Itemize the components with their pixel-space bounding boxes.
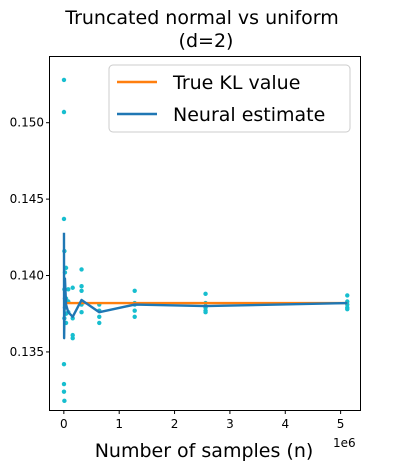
y-tick-label: 0.145: [10, 192, 44, 206]
legend-label-true-kl: True KL value: [172, 72, 300, 94]
scatter-point: [97, 320, 102, 326]
y-tick-label: 0.150: [10, 116, 44, 130]
scatter-point: [70, 335, 75, 341]
x-axis-label: Number of samples (n): [95, 440, 314, 462]
x-tick-label: 1: [115, 417, 123, 431]
y-tick-label: 0.140: [10, 269, 44, 283]
scatter-point: [203, 291, 208, 297]
scatter-point: [61, 77, 67, 83]
scatter-point: [61, 361, 67, 367]
scatter-point: [66, 287, 71, 292]
scatter-point: [203, 310, 208, 315]
x-tick-label: 3: [226, 417, 234, 431]
series-line-neural-estimate: [62, 232, 348, 340]
y-tick-label: 0.135: [10, 345, 44, 359]
scatter-point: [79, 267, 84, 272]
scatter-point: [62, 398, 67, 404]
legend: True KL value Neural estimate: [108, 64, 351, 133]
x-tick-label: 5: [337, 417, 345, 431]
scatter-point: [61, 389, 67, 394]
scatter-point: [132, 308, 137, 313]
chart-title-line-1: Truncated normal vs uniform: [64, 7, 339, 29]
scatter-point: [70, 285, 75, 290]
scatter-point: [61, 381, 67, 387]
scatter-point: [79, 310, 84, 315]
x-tick-label: 4: [281, 417, 289, 431]
scatter-point: [61, 109, 67, 115]
scatter-point: [70, 332, 75, 338]
scatter-point: [97, 314, 102, 319]
x-tick-label: 2: [171, 417, 179, 431]
legend-label-neural-estimate: Neural estimate: [173, 104, 325, 126]
plot-frame: [49, 56, 361, 411]
series-lines: [62, 232, 348, 340]
axis-ticks: 0 1 2 3 4 5 0.135 0.140 0.145 0.150: [10, 116, 345, 431]
x-axis-offset-label: 1e6: [333, 436, 356, 450]
legend-box: [108, 64, 351, 133]
scatter-point: [132, 288, 137, 294]
scatter-point: [132, 314, 137, 319]
scatter-point: [79, 288, 84, 294]
x-tick-label: 0: [60, 417, 68, 431]
scatter-point: [61, 216, 67, 222]
scatter-point: [345, 306, 350, 312]
scatter-point: [345, 293, 350, 298]
scatter-point: [79, 284, 84, 289]
chart-title-line-2: (d=2): [179, 30, 234, 52]
